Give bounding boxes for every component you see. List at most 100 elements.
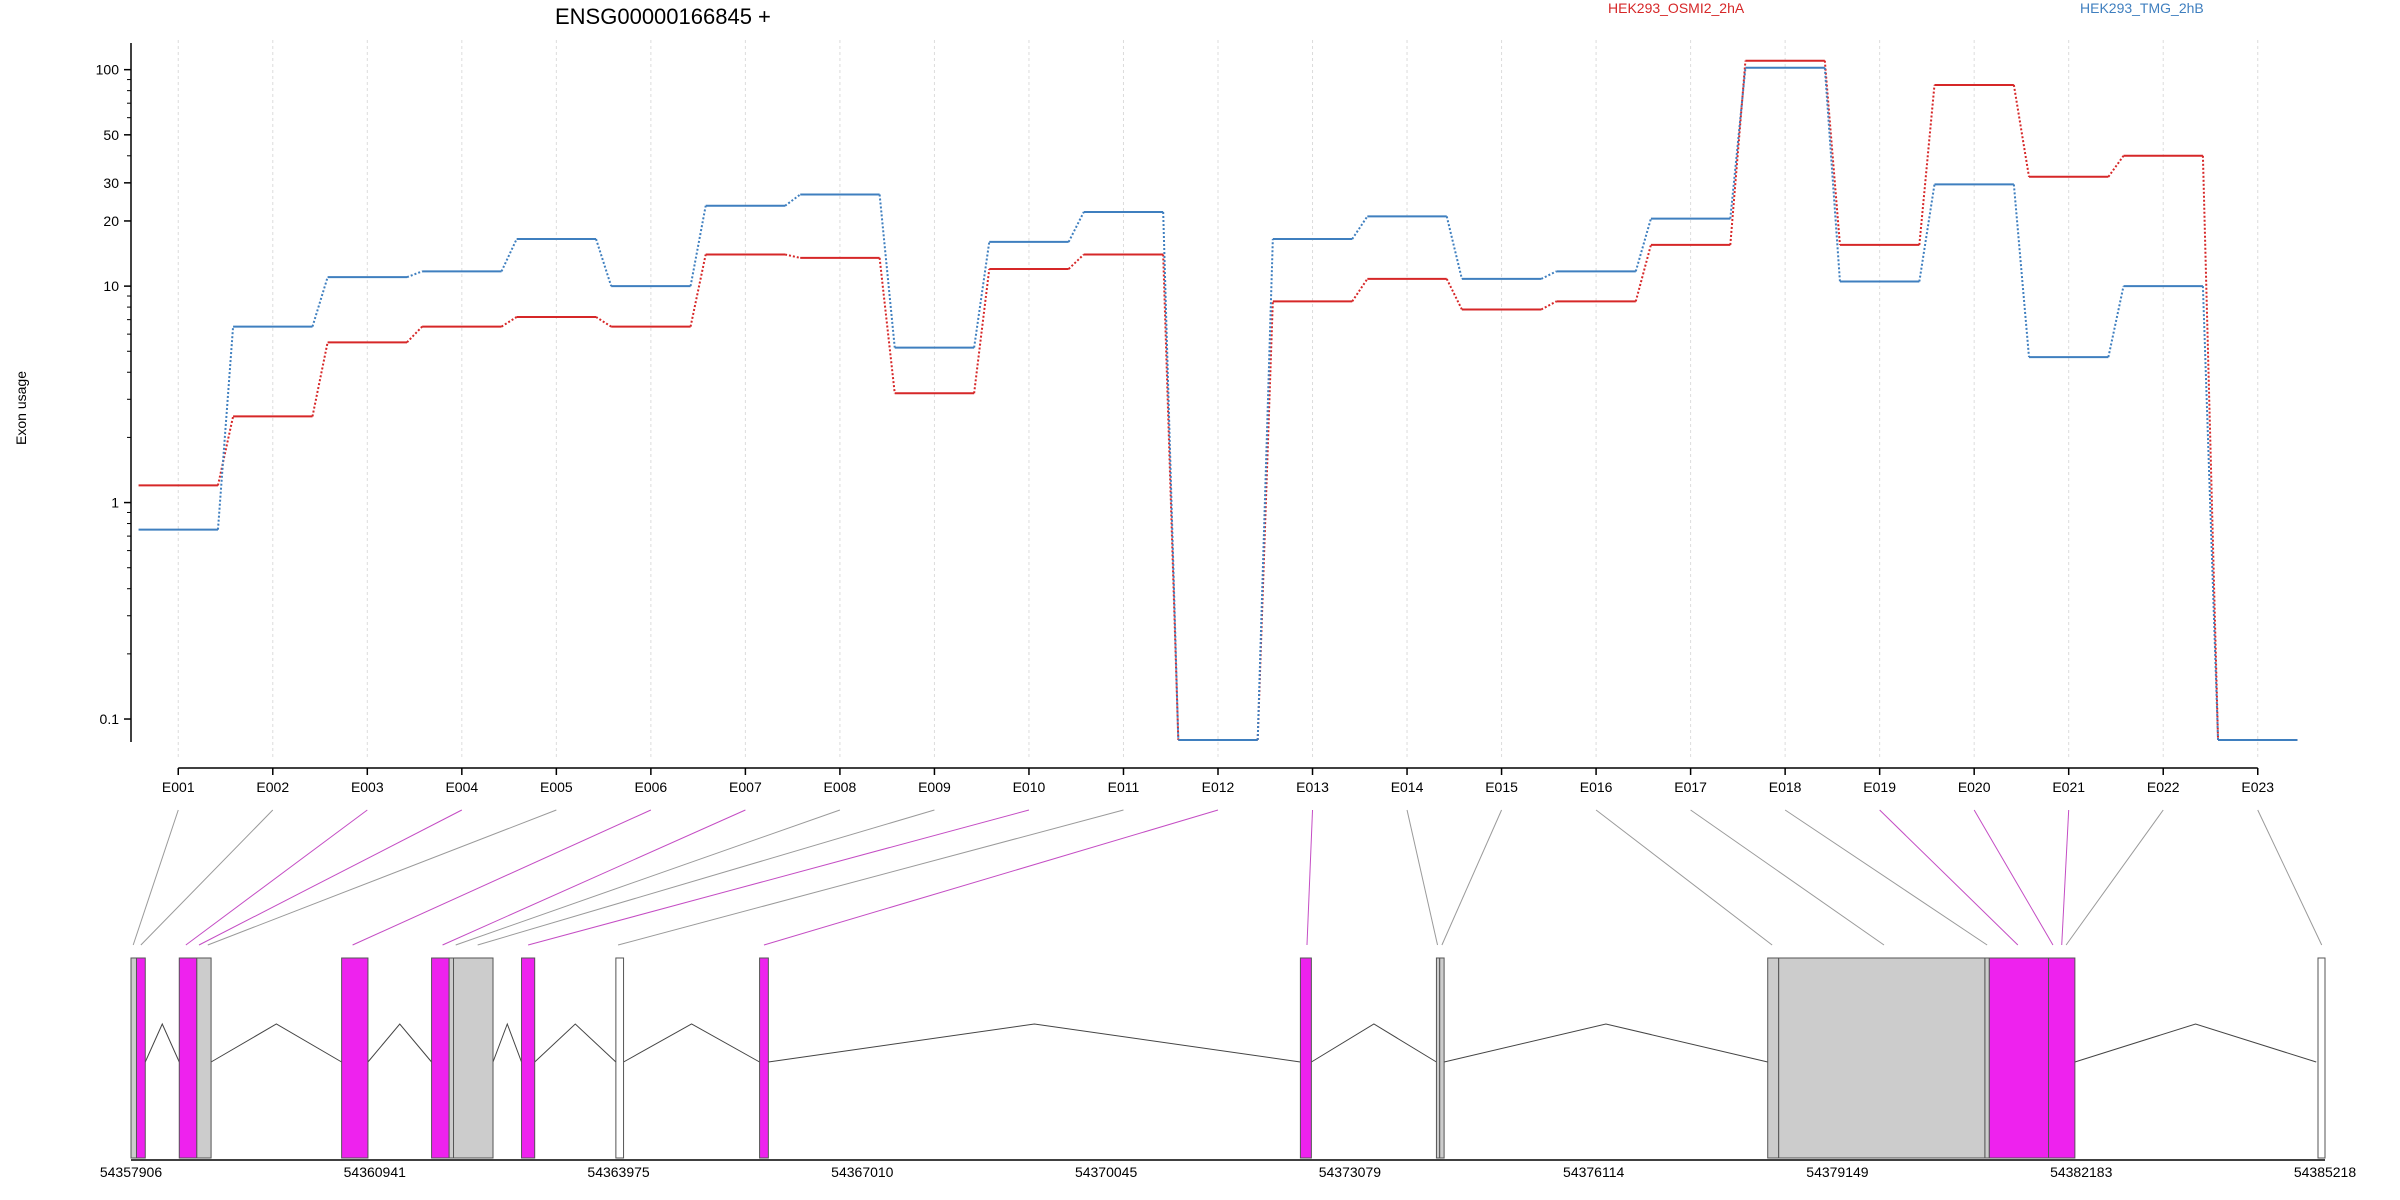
genomic-tick-label: 54360941 — [344, 1164, 407, 1180]
exon-transition — [1067, 253, 1085, 270]
exon-connector — [198, 809, 463, 946]
intron — [1443, 1023, 1768, 1063]
x-tick-label: E011 — [1108, 779, 1140, 795]
exon-transition — [2107, 285, 2125, 358]
exon-transition — [1540, 270, 1557, 280]
y-tick-label: 10 — [103, 278, 119, 294]
exon-connector — [352, 809, 652, 946]
genomic-tick-label: 54382183 — [2050, 1164, 2113, 1180]
exon-connector — [455, 809, 841, 946]
exon-transition — [311, 276, 329, 327]
x-tick-label: E006 — [635, 779, 668, 795]
exon-transition — [1351, 215, 1369, 240]
y-axis-label: Exon usage — [13, 371, 29, 445]
exon-connector — [1784, 809, 1988, 946]
exon-connector — [1973, 809, 2054, 946]
series-lines — [138, 59, 2298, 741]
exon-transition — [1351, 278, 1369, 302]
exon-block — [1988, 957, 2050, 1159]
exon-transition — [1162, 211, 1180, 741]
x-tick-label: E020 — [1958, 779, 1991, 795]
x-tick-label: E022 — [2147, 779, 2180, 795]
exon-connector — [1406, 809, 1439, 946]
exon-transition — [1729, 67, 1747, 219]
x-tick-label: E002 — [256, 779, 289, 795]
exon-transition — [2012, 84, 2030, 177]
x-tick-label: E013 — [1296, 779, 1329, 795]
intron — [492, 1022, 523, 1063]
exon-transition — [784, 193, 801, 207]
exon-transition — [689, 254, 707, 327]
exon-connector — [2257, 809, 2323, 946]
genomic-tick-label: 54367010 — [831, 1164, 894, 1180]
grid — [177, 40, 2259, 758]
exon-connector — [140, 809, 274, 946]
intron — [1311, 1023, 1437, 1063]
exon-transition — [2201, 155, 2220, 741]
exon-transition — [1729, 60, 1747, 246]
genomic-tick-label: 54357906 — [100, 1164, 163, 1180]
series-tmg — [138, 66, 2298, 741]
x-tick-label: E012 — [1202, 779, 1235, 795]
x-tick-label: E003 — [351, 779, 384, 795]
exon-block — [521, 957, 536, 1159]
exon-connector — [1879, 809, 2019, 946]
genomic-tick-label: 54370045 — [1075, 1164, 1138, 1180]
intron — [768, 1023, 1301, 1063]
exon-connector — [763, 809, 1219, 946]
exon-connector — [442, 809, 746, 946]
exon-transition — [1634, 244, 1652, 302]
intron — [623, 1023, 760, 1063]
exon-transition — [1823, 60, 1841, 246]
intron — [144, 1022, 180, 1063]
exon-block — [341, 957, 369, 1159]
legend-entry-osmi2: HEK293_OSMI2_2hA — [1608, 0, 1745, 16]
exon-transition — [595, 316, 612, 328]
y-tick-label: 50 — [103, 127, 119, 143]
exon-transition — [406, 270, 423, 279]
legend-entry-tmg: HEK293_TMG_2hB — [2080, 0, 2204, 16]
y-tick-label: 1 — [111, 495, 119, 511]
exon-transition — [878, 194, 896, 348]
x-tick-label: E016 — [1580, 779, 1613, 795]
exon-block — [431, 957, 450, 1159]
x-tick-label: E023 — [2241, 779, 2274, 795]
exon-block — [448, 957, 455, 1159]
x-tick-label: E009 — [918, 779, 951, 795]
x-tick-label: E019 — [1863, 779, 1896, 795]
exon-block — [1767, 957, 1780, 1159]
exon-transition — [500, 238, 518, 272]
exon-connector — [1441, 809, 1503, 946]
genomic-tick-label: 54373079 — [1319, 1164, 1382, 1180]
exon-block — [196, 957, 212, 1159]
exon-block — [178, 957, 198, 1159]
exon-transition — [689, 205, 707, 287]
exon-transition — [406, 325, 423, 344]
exon-transition — [1823, 67, 1841, 282]
exon-connector — [1306, 809, 1314, 946]
exon-connectors — [132, 809, 2323, 946]
gene-model: 54357906 54360941 54363975 54367010 54370045… — [100, 957, 2356, 1180]
x-tick-label: E008 — [824, 779, 857, 795]
exon-transition — [1445, 278, 1463, 310]
exon-transition — [878, 257, 896, 394]
exon-connector — [2065, 809, 2164, 946]
intron — [534, 1023, 617, 1063]
exon-connector — [1690, 809, 1885, 946]
exon-transition — [1918, 184, 1936, 282]
x-tick-label: E021 — [2052, 779, 2085, 795]
exon-block — [1778, 957, 1986, 1159]
exon-block — [1299, 957, 1312, 1159]
exon-transition — [1918, 84, 1936, 246]
exon-transition — [500, 316, 518, 328]
x-tick-label: E014 — [1391, 779, 1424, 795]
x-tick-label: E017 — [1674, 779, 1707, 795]
exon-block — [453, 957, 494, 1159]
intron — [210, 1023, 342, 1063]
exon-block — [135, 957, 146, 1159]
x-tick-label: E010 — [1013, 779, 1046, 795]
exon-connector — [617, 809, 1124, 946]
exon-transition — [1162, 254, 1180, 741]
exon-transition — [1540, 300, 1557, 311]
y-tick-label: 100 — [96, 62, 120, 78]
